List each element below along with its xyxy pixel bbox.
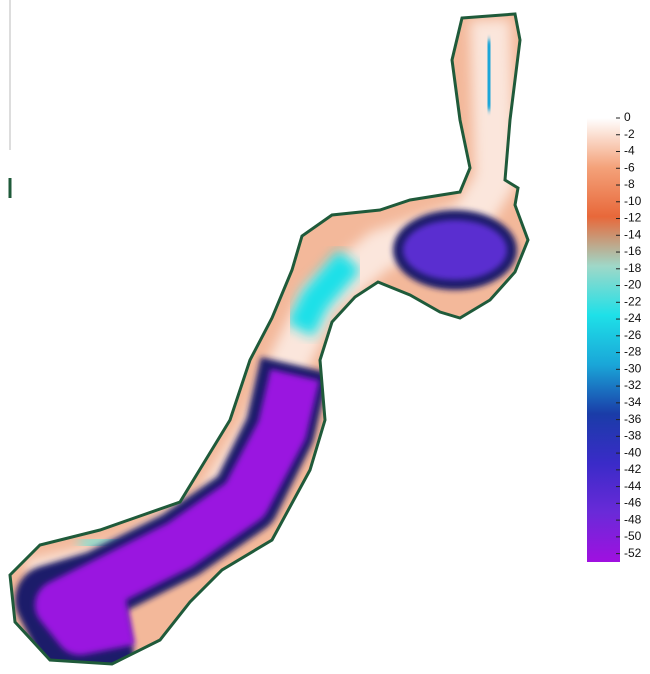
colorbar-fill [587, 118, 620, 562]
colorbar-tick-label: -48 [624, 512, 642, 526]
colorbar-tick-label: -8 [624, 177, 635, 191]
colorbar-tick-label: -32 [624, 378, 642, 392]
colorbar-tick-label: -38 [624, 429, 642, 443]
colorbar-tick-label: -50 [624, 529, 642, 543]
colorbar-tick-label: -16 [624, 244, 642, 258]
colorbar-tick-label: -2 [624, 127, 635, 141]
colorbar-tick-label: -40 [624, 445, 642, 459]
colorbar-tick-label: -6 [624, 160, 635, 174]
colorbar-tick-label: -20 [624, 278, 642, 292]
colorbar-tick-label: -14 [624, 227, 642, 241]
colorbar-tick-label: -30 [624, 361, 642, 375]
colorbar-tick-label: -10 [624, 194, 642, 208]
colorbar-tick-label: 0 [624, 110, 631, 124]
colorbar-tick-label: -52 [624, 546, 642, 560]
colorbar-tick-label: -12 [624, 211, 642, 225]
colorbar-tick-label: -42 [624, 462, 642, 476]
colorbar-tick-label: -26 [624, 328, 642, 342]
colorbar-tick-label: -46 [624, 496, 642, 510]
colorbar: 0 -2 -4 -6 -8 -10 -12 -14 -16 -18 -20 -22 -24 -26 -28 -… [587, 110, 642, 562]
colorbar-tick-label: -18 [624, 261, 642, 275]
colorbar-tick-label: -24 [624, 311, 642, 325]
colorbar-tick-label: -34 [624, 395, 642, 409]
colorbar-tick-label: -4 [624, 144, 635, 158]
colorbar-tick-label: -22 [624, 294, 642, 308]
colorbar-tick-label: -28 [624, 345, 642, 359]
colorbar-tick-label: -44 [624, 479, 642, 493]
colorbar-tick-label: -36 [624, 412, 642, 426]
